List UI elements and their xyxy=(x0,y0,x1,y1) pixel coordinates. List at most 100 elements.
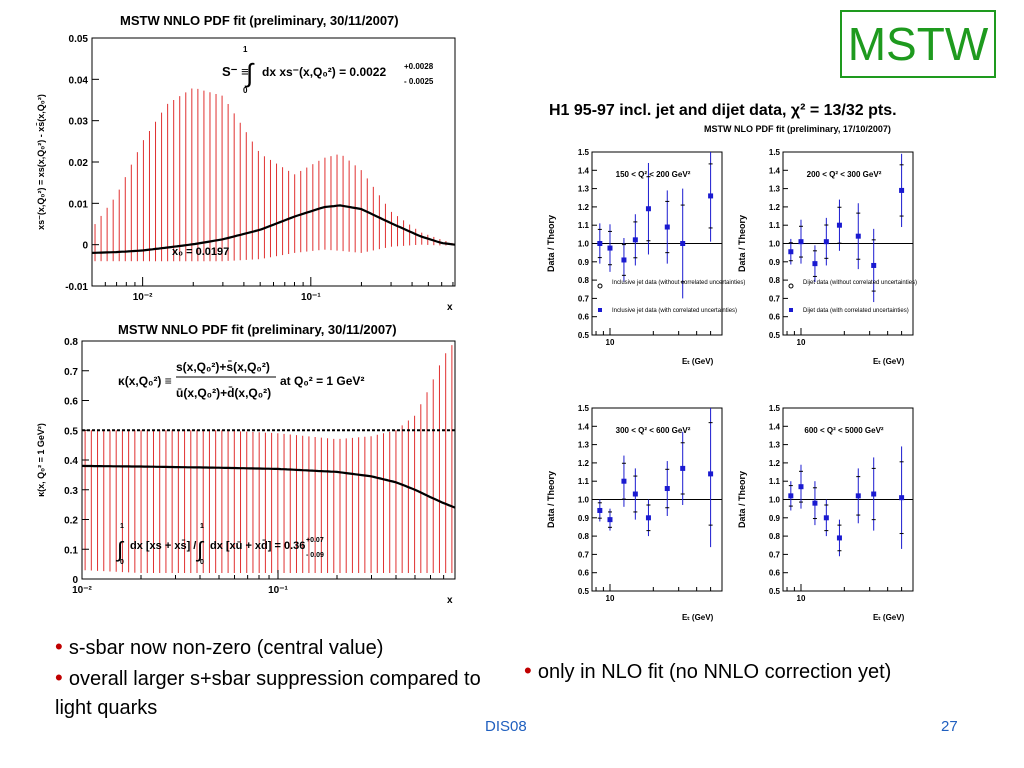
panel-label: 600 < Q² < 5000 GeV² xyxy=(804,426,883,435)
y-tick-label: 0.7 xyxy=(578,294,590,303)
y-tick-label: 1.2 xyxy=(769,203,781,212)
bullet-right: • only in NLO fit (no NNLO correction ye… xyxy=(524,656,1004,687)
y-tick-label: 0.6 xyxy=(64,397,78,408)
legend-entry: Inclusive jet data (without correlated u… xyxy=(612,280,745,286)
y-tick-label: 0.5 xyxy=(578,587,590,596)
top-left-chart-title: MSTW NNLO PDF fit (preliminary, 30/11/20… xyxy=(120,13,399,28)
data-point xyxy=(645,206,651,212)
x-tick-label: 10 xyxy=(797,338,806,347)
data-point xyxy=(823,239,829,245)
data-point xyxy=(621,478,627,484)
data-point xyxy=(597,241,603,246)
panel-label: 200 < Q² < 300 GeV² xyxy=(807,170,882,179)
y-tick-label: 0.9 xyxy=(769,258,781,267)
kappa-chart: 0 0.1 0.2 0.3 0.4 0.5 0.6 0.7 0.8 10⁻² 10⁻¹ x κ(x, Q… xyxy=(36,337,456,606)
y-tick-label: 1.1 xyxy=(769,221,781,230)
y-tick-label: 0.6 xyxy=(578,313,590,322)
y-tick-label: 1.4 xyxy=(578,166,590,175)
legend-entry: Dijet data (without correlated uncertain… xyxy=(803,280,917,286)
y-tick-label: 1.4 xyxy=(578,422,590,431)
y-tick-label: 1.2 xyxy=(578,203,590,212)
x-tick-label: 10⁻¹ xyxy=(301,292,321,303)
x-tick-label: 10⁻² xyxy=(133,292,153,303)
x-axis-label: Eₜ (GeV) xyxy=(682,357,714,366)
ratio-lower-error: - 0.09 xyxy=(306,552,324,559)
mstw-logo: MSTW xyxy=(840,10,996,78)
y-tick-label: 0.2 xyxy=(64,516,78,527)
legend-marker-filled xyxy=(789,308,793,312)
y-tick-label: 0.6 xyxy=(578,569,590,578)
y-tick-label: 1.0 xyxy=(769,240,781,249)
y-tick-label: 1.2 xyxy=(769,459,781,468)
y-tick-label: 0.01 xyxy=(69,199,89,210)
bullet-text: overall larger s+sbar suppression compar… xyxy=(55,668,481,719)
y-axis-label: Data / Theory xyxy=(546,471,556,528)
integral-upper: 1 xyxy=(200,523,204,530)
xs-minus-chart: -0.01 0 0.01 0.02 0.03 0.04 0.05 10⁻² 10⁻¹ x xs⁻(x… xyxy=(36,34,456,313)
x-tick-label: 10 xyxy=(606,594,615,603)
bottom-left-chart-title: MSTW NNLO PDF fit (preliminary, 30/11/20… xyxy=(118,322,397,337)
y-axis-label: Data / Theory xyxy=(546,215,556,272)
integral-sign: ∫ xyxy=(195,537,205,562)
formula-lower-error: - 0.0025 xyxy=(404,77,434,86)
bullets-left: • s-sbar now non-zero (central value) • … xyxy=(55,632,495,723)
kappa-rhs: at Q₀² = 1 GeV² xyxy=(280,374,364,388)
y-tick-label: 1.1 xyxy=(578,477,590,486)
integral-upper: 1 xyxy=(243,45,248,54)
y-tick-label: 0.7 xyxy=(769,550,781,559)
data-point xyxy=(899,187,905,193)
data-point xyxy=(855,493,861,499)
y-tick-label: 1.3 xyxy=(769,441,781,450)
formula-body: dx xs⁻(x,Q₀²) = 0.0022 xyxy=(262,65,386,79)
data-point xyxy=(607,517,613,523)
right-chart-title: H1 95-97 incl. jet and dijet data, χ² = … xyxy=(549,102,897,119)
y-tick-label: 0.02 xyxy=(69,158,89,169)
y-tick-label: 0.04 xyxy=(69,75,89,86)
y-tick-label: 0.8 xyxy=(769,276,781,285)
data-point xyxy=(798,484,804,490)
y-axis-label: xs⁻(x,Q₀²) = xs(x,Q₀²) - xs̄(x,Q₀²) xyxy=(36,94,46,230)
data-point xyxy=(855,233,861,239)
bullet-dot: • xyxy=(55,634,69,659)
y-tick-label: -0.01 xyxy=(65,282,88,293)
y-tick-label: 1.5 xyxy=(769,148,781,157)
y-tick-label: 1.0 xyxy=(578,496,590,505)
y-tick-label: 1.5 xyxy=(578,148,590,157)
x-tick-label: 10 xyxy=(797,594,806,603)
data-point xyxy=(632,491,638,497)
y-tick-label: 0.4 xyxy=(64,456,78,467)
bullet-item: • s-sbar now non-zero (central value) xyxy=(55,632,495,663)
h1-jet-panels: 0.5 0.6 0.7 0.8 0.9 1.0 1.1 1.2 1.3 1.4 1.5 10 Eₜ (G… xyxy=(546,148,917,622)
x0-label: x₀ = 0.0197 xyxy=(172,246,229,258)
y-tick-label: 0.9 xyxy=(578,258,590,267)
legend-entry: Dijet data (with correlated uncertaintie… xyxy=(803,308,909,314)
y-tick-label: 0.3 xyxy=(64,486,78,497)
y-tick-label: 0.5 xyxy=(578,331,590,340)
formula-lhs: S⁻ ≡ xyxy=(222,64,249,79)
y-tick-label: 1.0 xyxy=(578,240,590,249)
central-curve xyxy=(91,204,456,254)
y-tick-label: 0.9 xyxy=(578,514,590,523)
x-tick-label: 10 xyxy=(606,338,615,347)
data-point xyxy=(607,245,613,251)
ratio-text: dx [xs + xs̄] / xyxy=(130,540,196,552)
data-point xyxy=(621,257,627,263)
right-chart-subtitle: MSTW NLO PDF fit (preliminary, 17/10/200… xyxy=(704,124,891,134)
x-axis-label: Eₜ (GeV) xyxy=(873,613,905,622)
integral-lower: 0 xyxy=(243,86,248,95)
legend-marker-open xyxy=(597,283,603,289)
y-tick-label: 0.8 xyxy=(578,276,590,285)
kappa-denominator: ū(x,Q₀²)+d̄(x,Q₀²) xyxy=(176,386,271,400)
legend-marker-open xyxy=(788,283,794,289)
data-point xyxy=(664,486,670,492)
x-tick-label: 10⁻² xyxy=(72,585,92,596)
integral-lower: 0 xyxy=(120,559,124,566)
y-tick-label: 0.7 xyxy=(578,550,590,559)
data-point xyxy=(823,515,829,521)
data-point xyxy=(836,222,842,228)
data-point xyxy=(597,507,603,513)
y-tick-label: 0.7 xyxy=(64,367,78,378)
y-tick-label: 0.5 xyxy=(769,331,781,340)
y-tick-label: 0.8 xyxy=(578,532,590,541)
y-tick-label: 0.05 xyxy=(69,34,89,45)
